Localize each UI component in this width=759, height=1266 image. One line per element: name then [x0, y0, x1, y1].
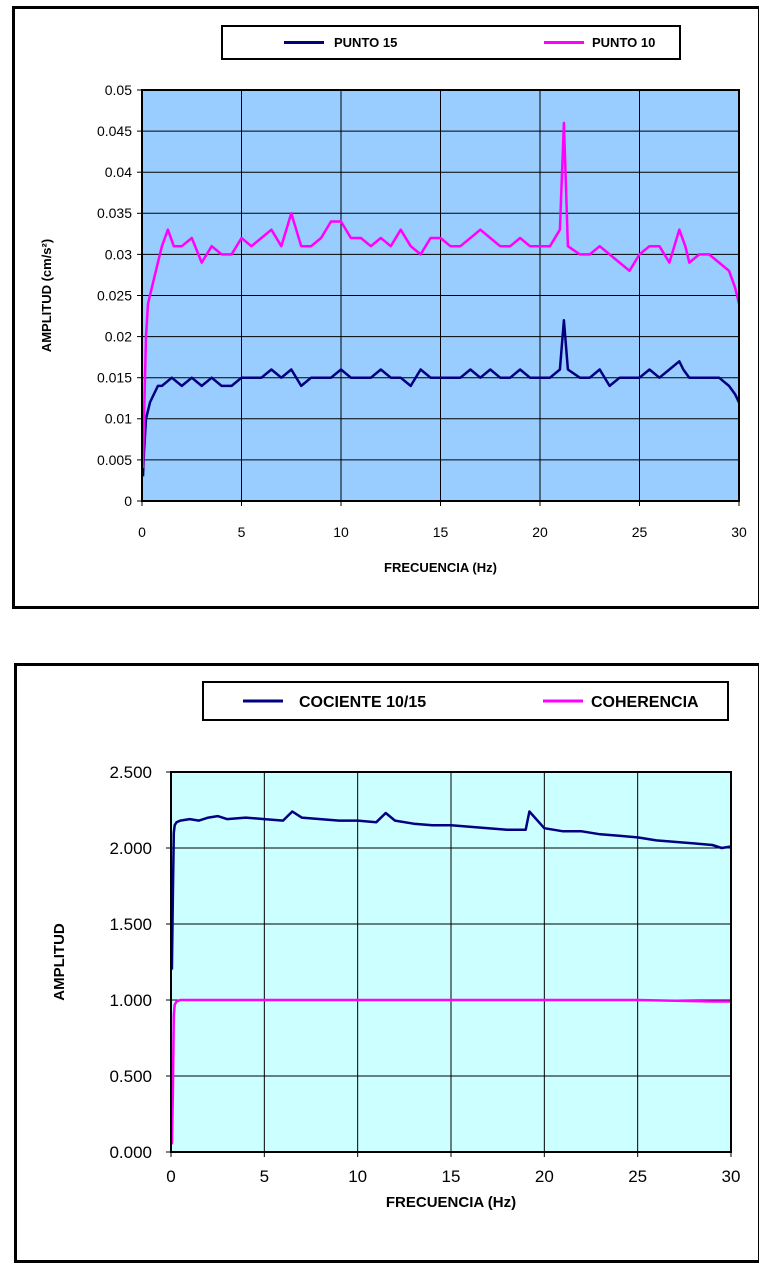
x-tick-label: 10 — [333, 524, 349, 540]
x-tick-label: 5 — [260, 1167, 269, 1186]
ratio-coherence-chart: 0.000 0.500 1.000 1.500 2.000 2.500 0 5 10 15 20 25… — [51, 681, 741, 1211]
x-tick-label: 10 — [348, 1167, 367, 1186]
chart-panel-2: 0.000 0.500 1.000 1.500 2.000 2.500 0 5 10 15 20 25… — [14, 663, 759, 1263]
y-tick-label: 0.025 — [97, 287, 132, 303]
y-tick-label: 0.03 — [105, 246, 132, 262]
legend-label-1: COCIENTE 10/15 — [299, 694, 426, 711]
y-tick-label: 0.000 — [109, 1143, 152, 1162]
chart-panel-1: 0 0.005 0.01 0.015 0.02 0.025 0.03 0.035 0.04 0.0… — [12, 6, 759, 609]
y-tick-label: 0.04 — [105, 164, 132, 180]
x-tick-label: 25 — [628, 1167, 647, 1186]
legend-label-2: COHERENCIA — [591, 694, 699, 711]
x-tick-label: 15 — [442, 1167, 461, 1186]
legend-label-1: PUNTO 15 — [334, 35, 397, 50]
x-tick-label: 15 — [433, 524, 449, 540]
x-tick-label: 0 — [166, 1167, 175, 1186]
y-tick-label: 1.000 — [109, 991, 152, 1010]
y-tick-label: 0.015 — [97, 370, 132, 386]
legend-box — [202, 681, 729, 721]
x-tick-label: 5 — [238, 524, 246, 540]
amplitude-chart: 0 0.005 0.01 0.015 0.02 0.025 0.03 0.035 0.04 0.0… — [39, 25, 747, 575]
y-tick-label: 2.000 — [109, 839, 152, 858]
x-tick-label: 20 — [532, 524, 548, 540]
y-tick-label: 1.500 — [109, 915, 152, 934]
y-tick-label: 0.02 — [105, 329, 132, 345]
x-tick-label: 20 — [535, 1167, 554, 1186]
series-line-2 — [170, 998, 731, 1145]
legend-label-2: PUNTO 10 — [592, 35, 655, 50]
y-tick-label: 0.005 — [97, 452, 132, 468]
x-tick-label: 30 — [722, 1167, 741, 1186]
series-line-2 — [141, 121, 741, 469]
y-tick-label: 2.500 — [109, 763, 152, 782]
y-axis-label: AMPLITUD (cm/s²) — [39, 239, 54, 352]
x-tick-label: 30 — [731, 524, 747, 540]
x-axis-label: FRECUENCIA (Hz) — [384, 560, 497, 575]
series-line-1 — [170, 810, 732, 970]
x-axis-label: FRECUENCIA (Hz) — [386, 1194, 516, 1211]
x-tick-label: 25 — [632, 524, 648, 540]
y-tick-label: 0.01 — [105, 411, 132, 427]
y-tick-label: 0.035 — [97, 205, 132, 221]
y-tick-label: 0.045 — [97, 123, 132, 139]
y-tick-label: 0 — [124, 493, 132, 509]
y-tick-label: 0.05 — [105, 82, 132, 98]
y-tick-label: 0.500 — [109, 1067, 152, 1086]
x-tick-label: 0 — [138, 524, 146, 540]
y-axis-label: AMPLITUD — [51, 923, 68, 1001]
series-line-1 — [141, 318, 741, 477]
